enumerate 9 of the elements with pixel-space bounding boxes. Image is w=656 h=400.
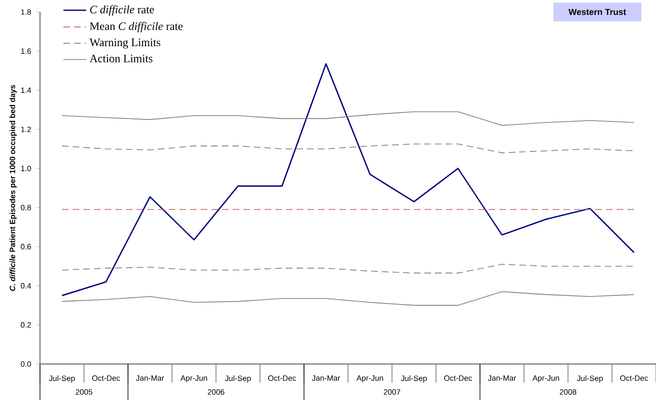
- legend-label: C difficile rate: [90, 5, 154, 16]
- chart-title: Western Trust: [568, 8, 626, 16]
- line-series: [62, 144, 634, 154]
- line-series: [62, 111, 634, 126]
- legend-label: Action Limits: [90, 54, 152, 62]
- line-series: [61, 63, 635, 296]
- legend-label: Mean C difficile rate: [90, 22, 183, 32]
- legend-label: Warning Limits: [90, 38, 160, 49]
- line-series: [62, 291, 634, 306]
